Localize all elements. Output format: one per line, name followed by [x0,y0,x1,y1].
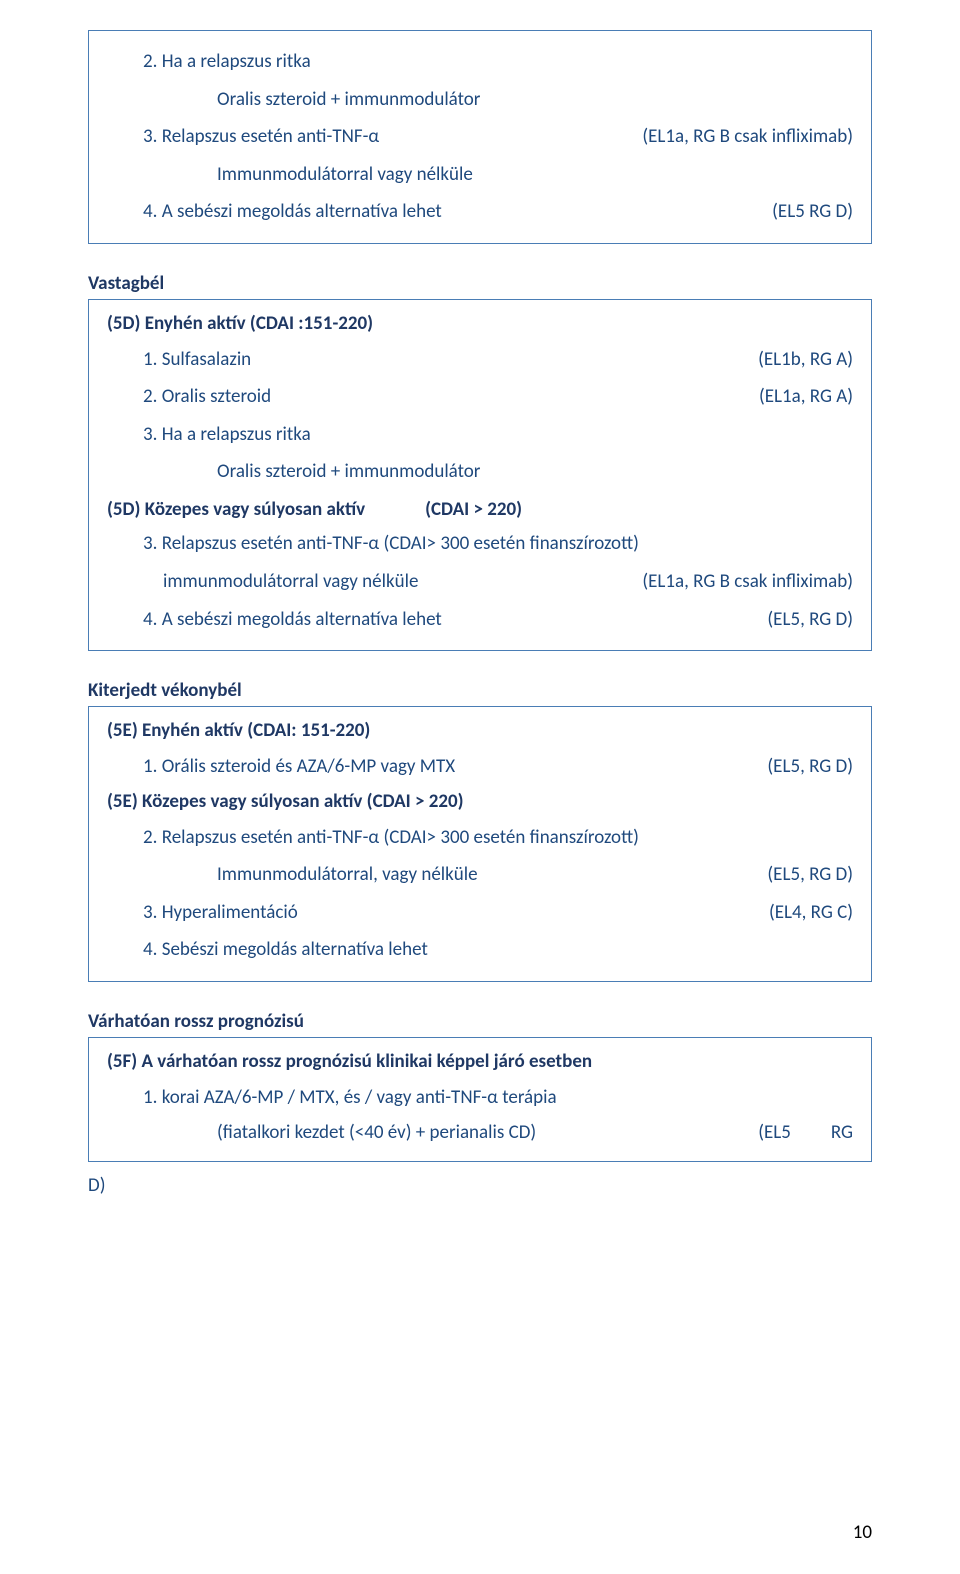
text-line: 3. Relapszus esetén anti-TNF-α (CDAI> 30… [107,525,853,563]
annotation: (EL1a, RG B csak infliximab) [642,568,853,596]
text: Oralis szteroid + immunmodulátor [217,86,853,114]
text: 4. A sebészi megoldás alternatíva lehet [143,198,772,226]
text-line: 1. korai AZA/6-MP / MTX, és / vagy anti-… [107,1079,853,1117]
annotation-part: (EL5 [758,1121,791,1144]
annotation: (EL5, RG D) [767,753,853,781]
box-section-4: (5F) A várhatóan rossz prognózisú klinik… [88,1037,872,1163]
sub-heading: (5F) A várhatóan rossz prognózisú klinik… [107,1050,853,1073]
text-line: Oralis szteroid + immunmodulátor [107,453,853,491]
text-line: 4. A sebészi megoldás alternatíva lehet … [107,193,853,231]
sub-heading-right: (CDAI > 220) [425,496,853,524]
annotation: (EL1b, RG A) [758,346,853,374]
box-section-1: 2. Ha a relapszus ritka Oralis szteroid … [88,30,872,244]
text-line: 2. Oralis szteroid (EL1a, RG A) [107,378,853,416]
text-line: 4. A sebészi megoldás alternatíva lehet … [107,601,853,639]
box-section-2: (5D) Enyhén aktív (CDAI :151-220) 1. Sul… [88,299,872,651]
annotation: (EL5, RG D) [767,861,853,889]
sub-heading: (5D) Enyhén aktív (CDAI :151-220) [107,312,853,335]
text: 1. korai AZA/6-MP / MTX, és / vagy anti-… [143,1084,853,1112]
text: 4. Sebészi megoldás alternatíva lehet [143,936,853,964]
text-line: 3. Relapszus esetén anti-TNF-α (EL1a, RG… [107,118,853,156]
annotation: (EL1a, RG A) [759,383,853,411]
page-number: 10 [853,1521,872,1544]
text-line: immunmodulátorral vagy nélküle (EL1a, RG… [107,563,853,601]
text-line: (fiatalkori kezdet (<40 év) + perianalis… [107,1116,853,1149]
text-line: 4. Sebészi megoldás alternatíva lehet [107,931,853,969]
text-line: 3. Ha a relapszus ritka [107,416,853,454]
text-line: 2. Relapszus esetén anti-TNF-α (CDAI> 30… [107,819,853,857]
text-line: Immunmodulátorral vagy nélküle [107,156,853,194]
text: 3. Relapszus esetén anti-TNF-α (CDAI> 30… [143,530,853,558]
section-heading-vekonybel: Kiterjedt vékonybél [88,679,872,702]
text: 4. A sebészi megoldás alternatíva lehet [143,606,767,634]
sub-heading-row: (5D) Közepes vagy súlyosan aktív (CDAI >… [107,491,853,526]
text-line: 1. Orális szteroid és AZA/6-MP vagy MTX … [107,748,853,786]
text: 2. Ha a relapszus ritka [143,48,853,76]
sub-heading: (5E) Enyhén aktív (CDAI: 151-220) [107,719,853,742]
section-heading-vastagbel: Vastagbél [88,272,872,295]
trailing-label: D) [88,1172,872,1197]
text: 2. Relapszus esetén anti-TNF-α (CDAI> 30… [143,824,853,852]
annotation-part: RG [831,1121,853,1144]
text: (fiatalkori kezdet (<40 év) + perianalis… [217,1121,536,1144]
text-line: 2. Ha a relapszus ritka [107,43,853,81]
text: 3. Ha a relapszus ritka [143,421,853,449]
text: Immunmodulátorral vagy nélküle [217,161,853,189]
annotation: (EL4, RG C) [769,899,853,927]
text-line: Oralis szteroid + immunmodulátor [107,81,853,119]
sub-heading-left: (5D) Közepes vagy súlyosan aktív [107,496,425,524]
annotation: (EL5 RG D) [772,198,853,226]
text-line: 3. Hyperalimentáció (EL4, RG C) [107,894,853,932]
text: immunmodulátorral vagy nélküle [163,568,642,596]
text: 2. Oralis szteroid [143,383,759,411]
text: 3. Relapszus esetén anti-TNF-α [143,123,642,151]
text: 1. Sulfasalazin [143,346,758,374]
annotation: (EL5, RG D) [767,606,853,634]
text: Immunmodulátorral, vagy nélküle [217,861,767,889]
text: 3. Hyperalimentáció [143,899,769,927]
section-heading-prognozis: Várhatóan rossz prognózisú [88,1010,872,1033]
text-line: 1. Sulfasalazin (EL1b, RG A) [107,341,853,379]
text-line: Immunmodulátorral, vagy nélküle (EL5, RG… [107,856,853,894]
text: 1. Orális szteroid és AZA/6-MP vagy MTX [143,753,767,781]
sub-heading: (5E) Közepes vagy súlyosan aktív (CDAI >… [107,790,853,813]
text: Oralis szteroid + immunmodulátor [217,458,853,486]
annotation: (EL1a, RG B csak infliximab) [642,123,853,151]
box-section-3: (5E) Enyhén aktív (CDAI: 151-220) 1. Orá… [88,706,872,982]
